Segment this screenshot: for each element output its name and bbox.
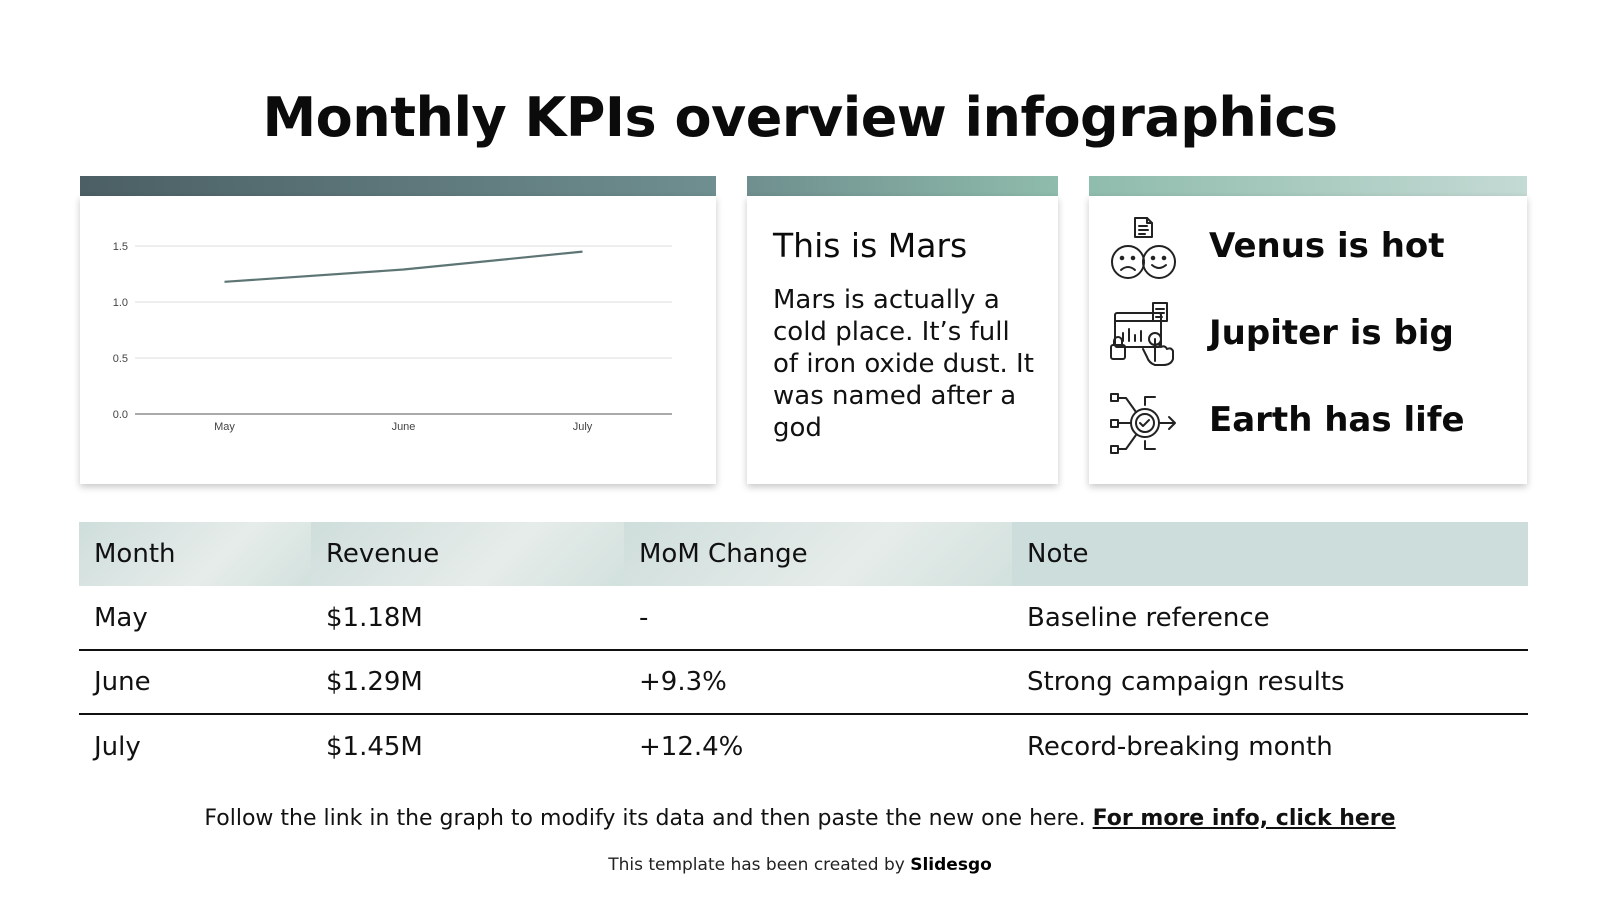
credit-brand: Slidesgo: [910, 855, 992, 875]
emotions-icon: [1111, 217, 1176, 279]
chart-card-top-bar: [80, 176, 716, 196]
chart-card: 0.0 0.5 1.0 1.5 May June July: [80, 196, 716, 484]
y-tick-label: 0.5: [113, 353, 128, 365]
cell-mom-change: +12.4%: [639, 731, 744, 762]
y-tick-label: 1.5: [113, 241, 128, 253]
x-tick-label: May: [214, 421, 235, 433]
y-tick-label: 0.0: [113, 409, 128, 421]
cell-revenue: $1.45M: [326, 731, 423, 762]
dashboard-touch-icon: [1110, 302, 1174, 366]
header-mom-change: MoM Change: [624, 522, 1012, 586]
footer-text: Follow the link in the graph to modify i…: [204, 806, 1086, 831]
y-tick-label: 1.0: [113, 297, 128, 309]
mars-description: Mars is actually a cold place. It’s full…: [773, 285, 1034, 443]
credit-prefix: This template has been created by: [608, 855, 905, 875]
table-row: May $1.18M - Baseline reference: [79, 586, 1528, 651]
mars-title: This is Mars: [773, 226, 968, 265]
cell-month: June: [79, 650, 311, 715]
cell-note: Record-breaking month: [1027, 731, 1333, 762]
mars-card: This is Mars Mars is actually a cold pla…: [747, 196, 1058, 484]
cell-note: Strong campaign results: [1012, 650, 1528, 715]
table-row: July $1.45M +12.4% Record-breaking month: [79, 714, 1528, 778]
kpi-table: Month Revenue MoM Change Note May $1.18M…: [79, 522, 1528, 778]
credit-line: This template has been created by Slides…: [0, 855, 1600, 875]
x-tick-label: July: [573, 421, 593, 433]
table-header-row: Month Revenue MoM Change Note: [79, 522, 1528, 586]
header-month: Month: [79, 522, 311, 586]
header-revenue: Revenue: [311, 522, 624, 586]
series-line: [224, 250, 583, 283]
footer-note: Follow the link in the graph to modify i…: [0, 806, 1600, 831]
mars-card-top-bar: [747, 176, 1058, 196]
cell-note: Baseline reference: [1012, 586, 1528, 651]
planet-item-earth: Earth has life: [1109, 388, 1519, 458]
planet-label-earth: Earth has life: [1209, 400, 1465, 440]
table-row: June $1.29M +9.3% Strong campaign result…: [79, 650, 1528, 715]
cell-revenue: $1.18M: [311, 586, 624, 651]
planet-label-venus: Venus is hot: [1209, 226, 1445, 266]
planets-card-top-bar: [1089, 176, 1527, 196]
cell-mom-change: +9.3%: [624, 650, 1012, 715]
line-chart: 0.0 0.5 1.0 1.5 May June July: [113, 241, 672, 433]
planets-card: Venus is hot Jupiter is big Earth: [1089, 196, 1527, 484]
planet-item-venus: Venus is hot: [1109, 214, 1519, 284]
cell-revenue: $1.29M: [311, 650, 624, 715]
page-title: Monthly KPIs overview infographics: [262, 86, 1338, 149]
header-note: Note: [1012, 522, 1528, 586]
planet-item-jupiter: Jupiter is big: [1109, 301, 1519, 371]
x-tick-label: June: [392, 421, 416, 433]
cell-mom-change: -: [624, 586, 1012, 651]
cell-month: May: [79, 586, 311, 651]
cell-month: July: [94, 731, 141, 762]
planet-label-jupiter: Jupiter is big: [1209, 313, 1454, 353]
more-info-link[interactable]: For more info, click here: [1092, 806, 1396, 831]
target-network-icon: [1110, 393, 1176, 454]
